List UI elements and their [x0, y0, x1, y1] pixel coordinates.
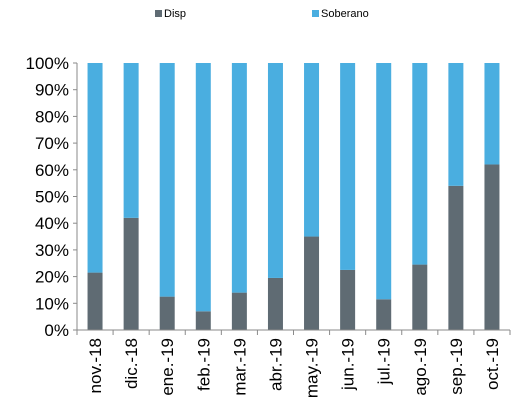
y-tick-label: 70% — [35, 134, 69, 153]
bar-soberano-feb.-19 — [195, 63, 211, 312]
x-tick-label: oct.-19 — [483, 338, 502, 390]
bar-soberano-ene.-19 — [159, 63, 175, 297]
bar-disp-dic.-18 — [123, 217, 139, 330]
bar-disp-jul.-19 — [376, 299, 392, 330]
x-tick-label: may.-19 — [303, 338, 322, 398]
chart-legend: Disp Soberano — [155, 8, 369, 20]
y-tick-label: 0% — [44, 321, 69, 340]
legend-swatch-disp — [155, 10, 162, 17]
y-tick-label: 30% — [35, 241, 69, 260]
bar-soberano-mar.-19 — [231, 63, 247, 293]
x-tick-label: ago.-19 — [411, 338, 430, 396]
bar-disp-ene.-19 — [159, 296, 175, 330]
bar-disp-jun.-19 — [340, 269, 356, 330]
bar-soberano-sep.-19 — [448, 63, 464, 186]
bar-soberano-may.-19 — [304, 63, 320, 237]
bar-disp-sep.-19 — [448, 185, 464, 330]
y-tick-label: 50% — [35, 188, 69, 207]
bar-soberano-dic.-18 — [123, 63, 139, 218]
bar-soberano-jul.-19 — [376, 63, 392, 300]
y-axis: 0% 10% 20% 30% 40% 50% 60% 70% 80% 90% 100% — [26, 54, 78, 340]
y-tick-label: 80% — [35, 107, 69, 126]
y-tick-label: 100% — [26, 54, 69, 73]
legend-label-disp: Disp — [164, 8, 186, 20]
bar-disp-may.-19 — [304, 236, 320, 330]
x-tick-label: jun.-19 — [339, 338, 358, 391]
x-tick-label: feb.-19 — [194, 338, 213, 391]
x-tick-label: sep.-19 — [447, 338, 466, 395]
x-tick-label: ene.-19 — [158, 338, 177, 396]
y-tick-label: 20% — [35, 268, 69, 287]
y-tick-label: 10% — [35, 294, 69, 313]
y-tick-label: 40% — [35, 214, 69, 233]
bar-disp-feb.-19 — [195, 311, 211, 330]
bar-disp-oct.-19 — [484, 164, 500, 330]
x-tick-label: nov.-18 — [86, 338, 105, 393]
bars-group — [87, 63, 500, 330]
bar-disp-nov.-18 — [87, 272, 103, 330]
bar-disp-mar.-19 — [231, 292, 247, 330]
x-tick-label: jul.-19 — [375, 338, 394, 385]
legend-swatch-soberano — [312, 10, 319, 17]
bar-disp-abr.-19 — [267, 277, 283, 330]
x-axis: nov.-18 dic.-18 ene.-19 feb.-19 mar.-19 abr.-… — [76, 329, 511, 398]
bar-soberano-oct.-19 — [484, 63, 500, 165]
bar-soberano-jun.-19 — [340, 63, 356, 270]
x-tick-label: abr.-19 — [266, 338, 285, 391]
bar-disp-ago.-19 — [412, 264, 428, 330]
bar-soberano-ago.-19 — [412, 63, 428, 265]
bar-soberano-nov.-18 — [87, 63, 103, 273]
legend-label-soberano: Soberano — [321, 8, 369, 20]
x-tick-label: dic.-18 — [122, 338, 141, 389]
y-tick-label: 90% — [35, 81, 69, 100]
x-tick-label: mar.-19 — [230, 338, 249, 396]
bar-soberano-abr.-19 — [267, 63, 283, 278]
y-tick-label: 60% — [35, 161, 69, 180]
